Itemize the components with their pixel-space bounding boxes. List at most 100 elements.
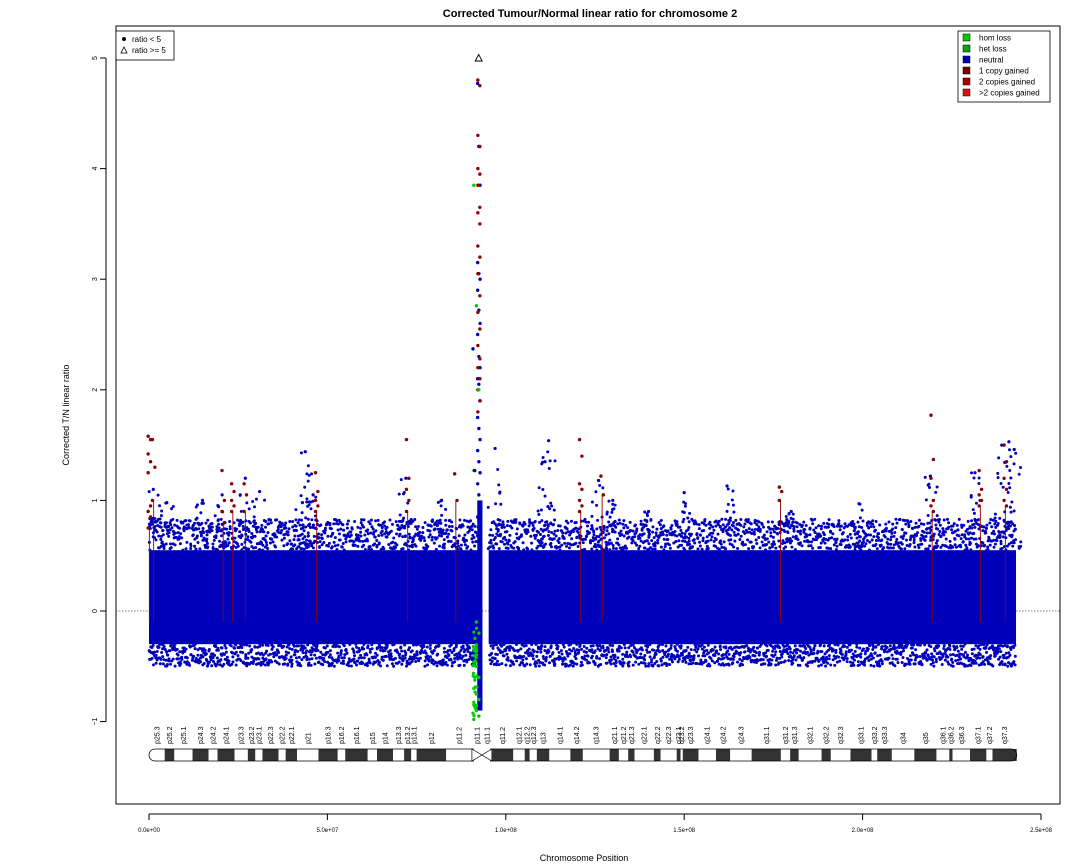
neutral-point [1001,644,1005,648]
neutral-point [235,527,239,531]
band-label: p24.1 [224,726,231,744]
neutral-point [546,505,550,509]
neutral-point [407,519,411,523]
neutral-point [756,527,760,531]
neutral-point [498,490,502,494]
neutral-point [587,520,591,524]
neutral-point [815,538,819,542]
neutral-point [926,483,930,487]
neutral-point [326,650,330,654]
neutral-point [656,538,660,542]
neutral-point [996,521,1000,525]
neutral-point [545,526,549,530]
band-q33.3 [877,749,892,761]
neutral-point [871,522,875,526]
neutral-point [795,525,799,529]
neutral-point [458,518,462,522]
neutral-point [827,536,831,540]
neutral-point [542,524,546,528]
band-q11.1 [481,748,493,762]
neutral-point [467,529,471,533]
neutral-point [876,643,880,647]
neutral-point [216,648,220,652]
neutral-point [441,528,445,532]
neutral-point [683,532,687,536]
neutral-point [439,504,443,508]
neutral-point [942,647,946,651]
neutral-point [375,545,379,549]
neutral-point [258,489,262,494]
neutral-point [611,502,615,506]
neutral-point [790,545,794,549]
neutral-point [848,643,852,647]
neutral-point [241,650,245,654]
neutral-point [788,647,792,651]
neutral-point [648,643,652,647]
neutral-point [310,544,314,548]
neutral-point [705,535,709,539]
neutral-point [804,524,808,528]
neutral-point [622,643,626,647]
neutral-point [388,649,392,653]
band-p22.3 [262,749,279,761]
neutral-point [595,656,599,660]
neutral-point [248,521,252,525]
neutral-point [995,539,999,543]
band-label: q14.1 [557,726,564,744]
neutral-point [393,656,397,660]
neutral-point [367,657,371,661]
neutral-point [575,642,579,646]
neutral-point [261,548,265,552]
neutral-point [384,654,388,658]
neutral-point [1017,472,1021,476]
neutral-point [964,543,968,547]
neutral-point [974,644,978,648]
neutral-point [266,531,270,535]
band-label: p13.2 [405,726,412,744]
neutral-point [160,650,164,654]
neutral-point [730,528,734,532]
neutral-point [783,541,787,545]
neutral-point [456,544,460,548]
neutral-point [832,654,836,658]
neutral-point [862,540,866,544]
gain-point [476,271,480,276]
neutral-point [752,530,756,534]
gain-point [577,437,582,442]
neutral-point [552,522,556,526]
neutral-point [659,533,663,537]
neutral-point [181,548,185,552]
neutral-point [488,653,492,657]
neutral-point [374,529,378,533]
neutral-point [380,529,384,533]
neutral-point [407,532,411,536]
neutral-point [853,548,857,552]
neutral-point [653,547,657,551]
neutral-point [330,545,334,549]
neutral-point [265,543,269,547]
neutral-point [150,656,154,660]
neutral-point [421,531,425,535]
gain-point [929,413,933,417]
band-label: q32.1 [808,726,815,744]
neutral-point [385,535,389,539]
neutral-point [894,526,898,530]
neutral-point [444,531,448,535]
neutral-point [155,649,159,653]
neutral-point [639,539,643,543]
neutral-point [619,646,623,650]
band-q32.3 [830,749,851,761]
neutral-point [836,643,840,647]
neutral-point [984,526,988,530]
neutral-point [154,519,158,523]
neutral-point [607,650,611,654]
neutral-point [297,545,301,549]
neutral-point [165,528,169,532]
neutral-point [311,493,315,497]
neutral-point [757,535,761,539]
neutral-point [793,644,797,648]
gain-point [404,487,409,492]
neutral-point [934,490,938,494]
neutral-point [280,538,284,542]
